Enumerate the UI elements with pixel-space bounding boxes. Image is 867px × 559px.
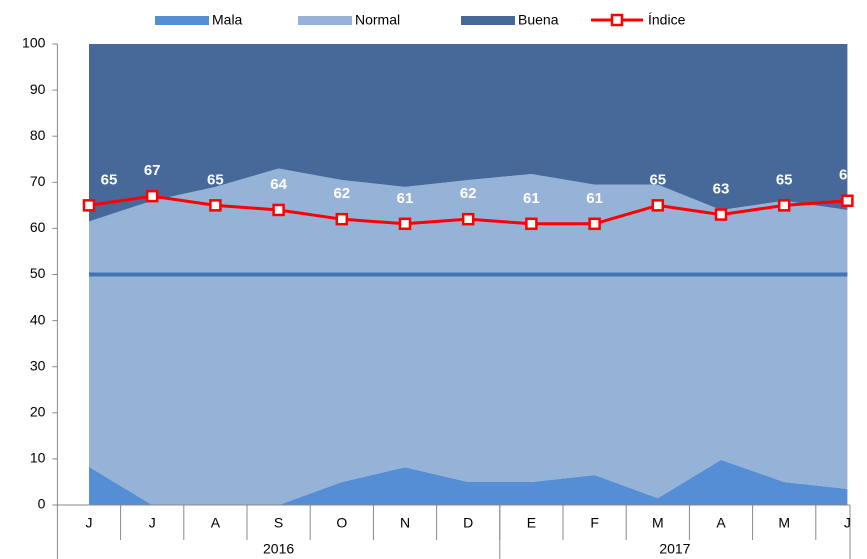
y-tick-label: 100 — [22, 35, 46, 51]
x-tick-label: A — [716, 515, 726, 531]
marker — [209, 199, 222, 212]
value-label: 62 — [333, 185, 350, 202]
marker — [272, 203, 285, 217]
x-tick-label: M — [778, 515, 790, 531]
x-tick-label: A — [211, 515, 221, 531]
marker — [461, 212, 475, 226]
area — [89, 44, 848, 222]
value-label: 65 — [776, 171, 793, 188]
legend-swatch — [461, 16, 515, 25]
legend-label: Normal — [355, 12, 400, 28]
x-tick-label: J — [149, 515, 156, 531]
y-tick-label: 50 — [30, 265, 46, 281]
value-label: 65 — [101, 171, 118, 188]
y-tick-label: 90 — [30, 81, 46, 97]
x-tick-label: S — [274, 515, 283, 531]
legend-label: Índice — [648, 12, 686, 28]
area — [89, 168, 848, 505]
area — [89, 459, 848, 505]
legend-marker — [610, 13, 624, 27]
y-tick-label: 40 — [30, 311, 46, 327]
y-tick-label: 70 — [30, 173, 46, 189]
y-tick-label: 80 — [30, 127, 46, 143]
value-label: 64 — [270, 176, 287, 193]
marker — [525, 217, 538, 231]
x-tick-label: M — [652, 515, 664, 531]
x-tick-label: O — [336, 515, 347, 531]
legend-label: Buena — [518, 12, 559, 28]
group-label: 2016 — [263, 541, 294, 557]
x-tick-label: D — [463, 515, 473, 531]
x-tick-label: J — [844, 515, 851, 531]
y-tick-label: 30 — [30, 357, 46, 373]
legend-swatch — [155, 16, 209, 25]
marker — [335, 212, 349, 226]
x-tick-label: F — [590, 515, 599, 531]
value-label: 61 — [586, 190, 603, 207]
marker — [398, 217, 412, 231]
legend-label: Mala — [212, 12, 243, 28]
value-label: 63 — [713, 181, 730, 198]
value-label: 61 — [397, 190, 414, 207]
value-label: 66 — [839, 167, 856, 184]
marker — [145, 189, 159, 203]
marker — [588, 217, 601, 231]
value-label: 61 — [523, 190, 540, 207]
value-label: 67 — [144, 162, 161, 179]
y-tick-label: 10 — [30, 450, 46, 466]
marker — [714, 208, 728, 221]
marker — [82, 199, 96, 212]
value-label: 65 — [649, 171, 666, 188]
x-tick-label: J — [86, 515, 93, 531]
group-label: 2017 — [659, 541, 690, 557]
value-label: 62 — [460, 185, 477, 202]
marker — [651, 199, 665, 212]
value-label: 65 — [207, 171, 224, 188]
y-tick-label: 60 — [30, 219, 46, 235]
marker — [777, 199, 791, 212]
marker — [841, 194, 854, 207]
x-tick-label: N — [400, 515, 410, 531]
y-tick-label: 0 — [38, 496, 46, 512]
legend-swatch — [298, 16, 352, 25]
y-tick-label: 20 — [30, 404, 46, 420]
x-tick-label: E — [527, 515, 536, 531]
